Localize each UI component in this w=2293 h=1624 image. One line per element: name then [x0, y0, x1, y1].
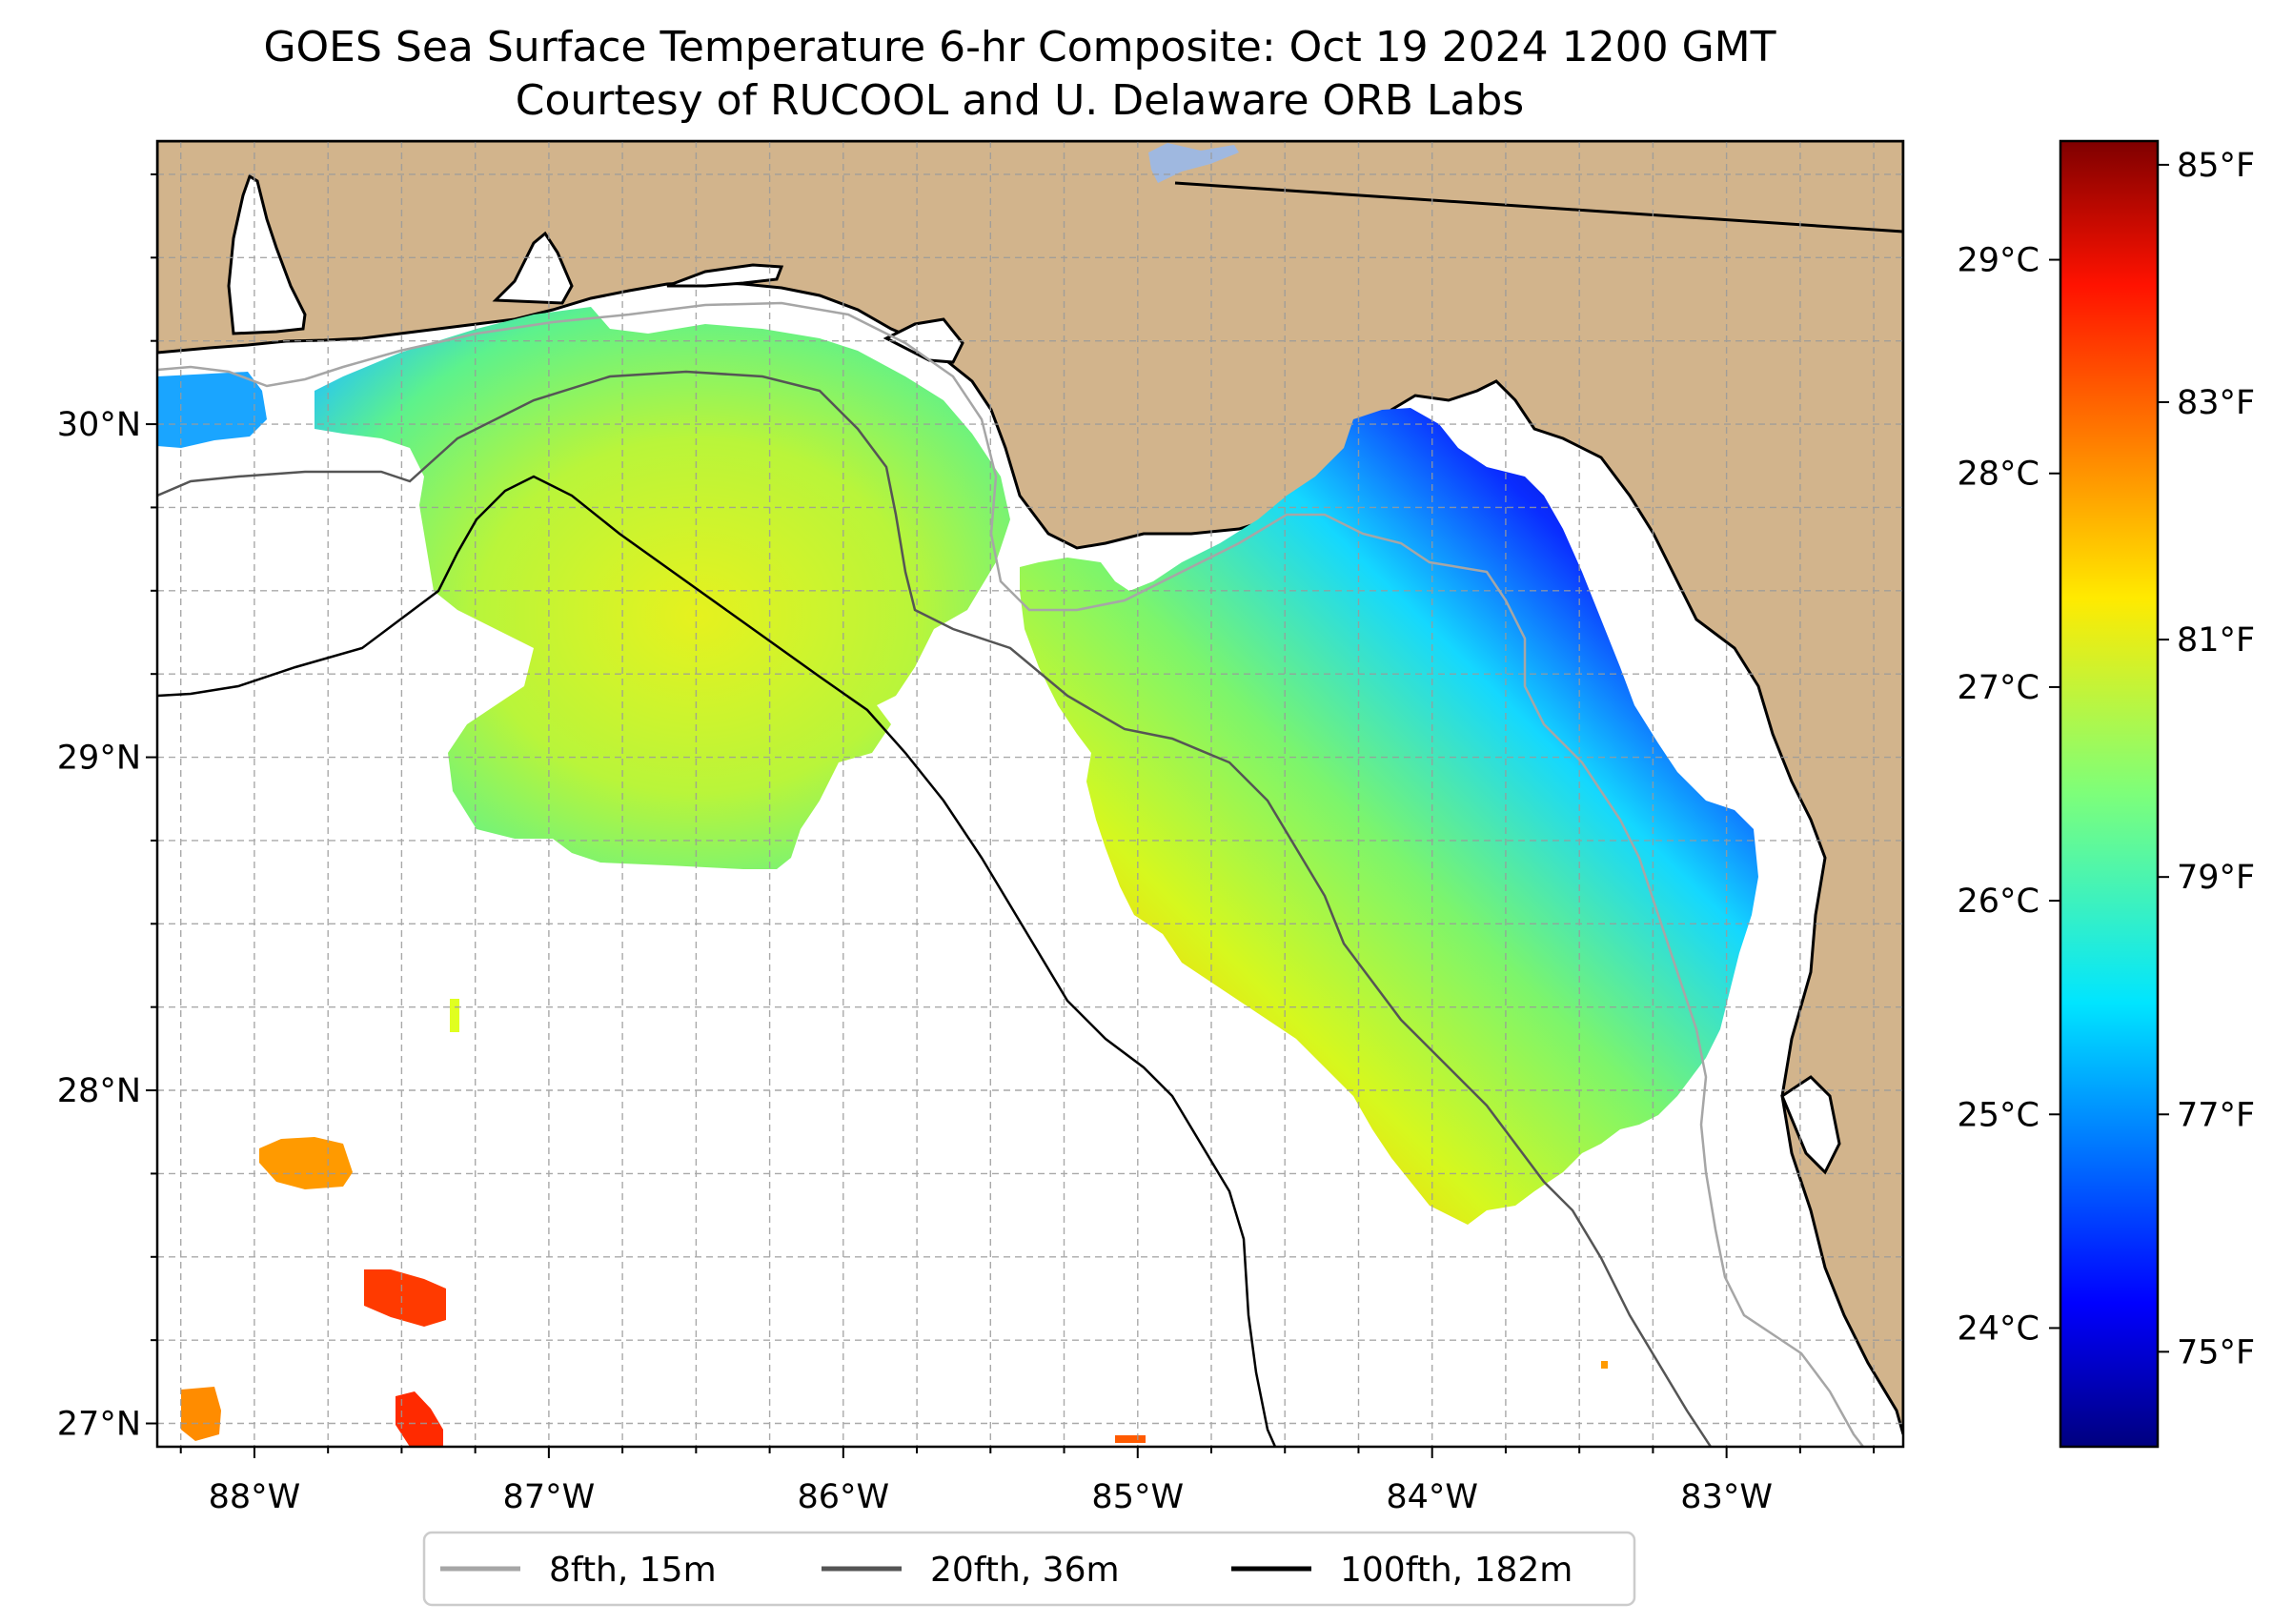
colorbar-celsius-axis: 29°C 28°C 27°C 26°C 25°C 24°C [1958, 242, 2060, 1348]
isobath-20fth [157, 370, 1713, 1447]
sst-patch-dot-1 [1115, 1435, 1146, 1443]
sst-patch-red-2 [396, 1391, 443, 1447]
legend-label: 20fth, 36m [930, 1551, 1120, 1590]
sst-patch-dot-2 [1601, 1361, 1608, 1369]
isobath-8fth [157, 301, 1864, 1447]
c-tick-label: 27°C [1958, 669, 2039, 707]
sst-patch-east [1020, 408, 1758, 1225]
map-content [157, 141, 1903, 1447]
c-tick-label: 25°C [1958, 1096, 2039, 1134]
tampa-bay [1780, 1075, 1841, 1175]
legend-box [422, 1531, 1636, 1607]
legend-label: 100fth, 182m [1340, 1551, 1573, 1590]
sst-patch-west [315, 307, 1010, 869]
pensacola-bay [492, 231, 574, 305]
f-tick-label: 75°F [2177, 1333, 2255, 1371]
sst-patch-orange-2 [181, 1387, 221, 1441]
sst-patch-west-coastal [157, 372, 267, 448]
c-tick-label: 28°C [1958, 456, 2039, 494]
f-tick-label: 81°F [2177, 621, 2255, 660]
lat-tick-label: 29°N [57, 740, 141, 778]
legend: 8fth, 15m 20fth, 36m 100fth, 182m [422, 1531, 1636, 1607]
lon-tick-label: 88°W [209, 1478, 301, 1516]
state-border [1174, 181, 1903, 233]
sst-patch-dot-3 [450, 999, 459, 1032]
grid-lines [157, 141, 1903, 1447]
f-tick-label: 85°F [2177, 147, 2255, 185]
colorbar-fahrenheit-axis: 85°F 83°F 81°F 79°F 77°F 75°F [2158, 147, 2255, 1371]
lon-tick-label: 83°W [1680, 1478, 1773, 1516]
chart-subtitle: Courtesy of RUCOOL and U. Delaware ORB L… [515, 76, 1525, 125]
lat-tick-label: 30°N [57, 406, 141, 444]
c-tick-label: 24°C [1958, 1309, 2039, 1348]
lon-tick-label: 86°W [797, 1478, 889, 1516]
f-tick-label: 77°F [2177, 1096, 2255, 1134]
lon-tick-label: 87°W [503, 1478, 596, 1516]
lon-tick-label: 85°W [1091, 1478, 1184, 1516]
sst-patch-orange-1 [259, 1137, 353, 1189]
chart-title: GOES Sea Surface Temperature 6-hr Compos… [263, 23, 1776, 71]
legend-label: 8fth, 15m [549, 1551, 717, 1590]
colorbar [2059, 139, 2160, 1449]
lat-tick-label: 27°N [57, 1406, 141, 1444]
mobile-bay [227, 173, 307, 335]
c-tick-label: 29°C [1958, 242, 2039, 280]
longitude-axis: 88°W 87°W 86°W 85°W 84°W 83°W [179, 1447, 1876, 1516]
latitude-axis: 30°N 29°N 28°N 27°N [57, 173, 157, 1444]
c-tick-label: 26°C [1958, 883, 2039, 921]
f-tick-label: 83°F [2177, 384, 2255, 422]
lat-tick-label: 28°N [57, 1072, 141, 1110]
sst-patch-red-1 [364, 1269, 446, 1327]
f-tick-label: 79°F [2177, 859, 2255, 897]
map-frame [155, 139, 1905, 1449]
lake-seminole [1148, 143, 1239, 183]
isobath-100fth [157, 475, 1277, 1447]
lon-tick-label: 84°W [1386, 1478, 1478, 1516]
